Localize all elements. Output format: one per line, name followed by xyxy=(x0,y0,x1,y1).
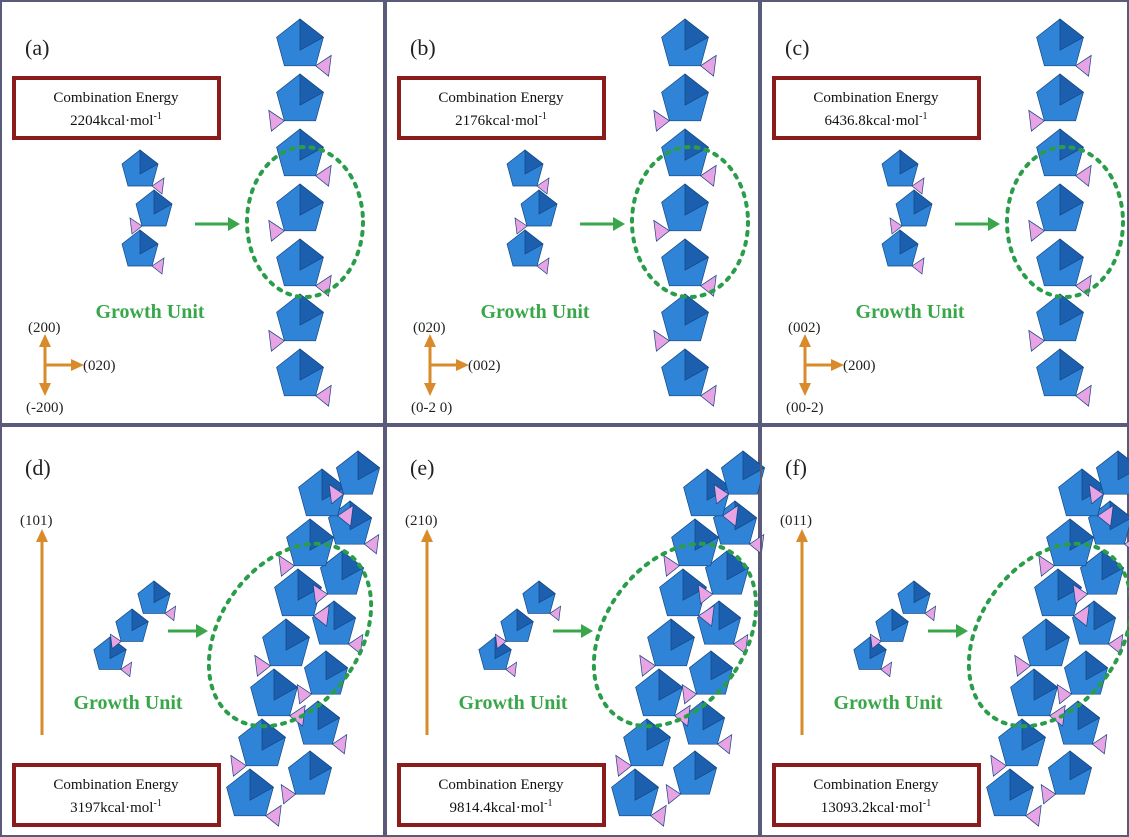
energy-value: 2176kcal·mol-1 xyxy=(455,111,547,129)
energy-box xyxy=(399,765,604,825)
axis-label: (020) xyxy=(413,320,446,336)
energy-exponent: -1 xyxy=(153,798,161,809)
panel-label: (c) xyxy=(785,35,809,60)
axis-label: (00-2) xyxy=(786,400,824,416)
axis-label: (210) xyxy=(405,513,438,529)
energy-value: 9814.4kcal·mol-1 xyxy=(450,798,553,816)
energy-value: 6436.8kcal·mol-1 xyxy=(825,111,928,129)
growth-unit: Growth Unit xyxy=(480,301,589,323)
energy-value: 3197kcal·mol-1 xyxy=(70,798,162,816)
energy-exponent: -1 xyxy=(923,798,931,809)
energy-box xyxy=(14,765,219,825)
panel-label: (a) xyxy=(25,35,49,60)
growth-unit: Growth Unit xyxy=(73,692,182,714)
panel-label: (f) xyxy=(785,455,807,480)
energy-box xyxy=(14,78,219,138)
energy-title: Combination Energy xyxy=(813,90,939,106)
energy-value: 2204kcal·mol-1 xyxy=(70,111,162,129)
axis-label: (020) xyxy=(83,358,116,374)
panel-label: (b) xyxy=(410,35,436,60)
figure: (a)Combination Energy2204kcal·mol-1Growt… xyxy=(0,0,1129,837)
energy-title: Combination Energy xyxy=(813,777,939,793)
energy-box xyxy=(774,765,979,825)
panel-label: (d) xyxy=(25,455,51,480)
energy-number: 2176kcal·mol xyxy=(455,113,538,129)
energy-number: 13093.2kcal·mol xyxy=(821,800,923,816)
growth-unit: Growth Unit xyxy=(458,692,567,714)
axis-label: (011) xyxy=(780,513,812,529)
energy-box xyxy=(399,78,604,138)
axis-label: (002) xyxy=(468,358,501,374)
energy-number: 6436.8kcal·mol xyxy=(825,113,920,129)
energy-exponent: -1 xyxy=(538,111,546,122)
energy-exponent: -1 xyxy=(919,111,927,122)
axis-label: (002) xyxy=(788,320,821,336)
energy-title: Combination Energy xyxy=(53,777,179,793)
energy-box xyxy=(774,78,979,138)
energy-title: Combination Energy xyxy=(438,90,564,106)
panel-label: (e) xyxy=(410,455,434,480)
energy-exponent: -1 xyxy=(153,111,161,122)
energy-number: 3197kcal·mol xyxy=(70,800,153,816)
axis-label: (200) xyxy=(28,320,61,336)
axis-label: (0-2 0) xyxy=(411,400,452,416)
growth-unit: Growth Unit xyxy=(855,301,964,323)
growth-unit: Growth Unit xyxy=(833,692,942,714)
energy-exponent: -1 xyxy=(544,798,552,809)
energy-title: Combination Energy xyxy=(438,777,564,793)
axis-label: (-200) xyxy=(26,400,64,416)
energy-number: 9814.4kcal·mol xyxy=(450,800,545,816)
energy-value: 13093.2kcal·mol-1 xyxy=(821,798,931,816)
energy-number: 2204kcal·mol xyxy=(70,113,153,129)
axis-label: (101) xyxy=(20,513,53,529)
axis-label: (200) xyxy=(843,358,876,374)
energy-title: Combination Energy xyxy=(53,90,179,106)
growth-unit: Growth Unit xyxy=(95,301,204,323)
